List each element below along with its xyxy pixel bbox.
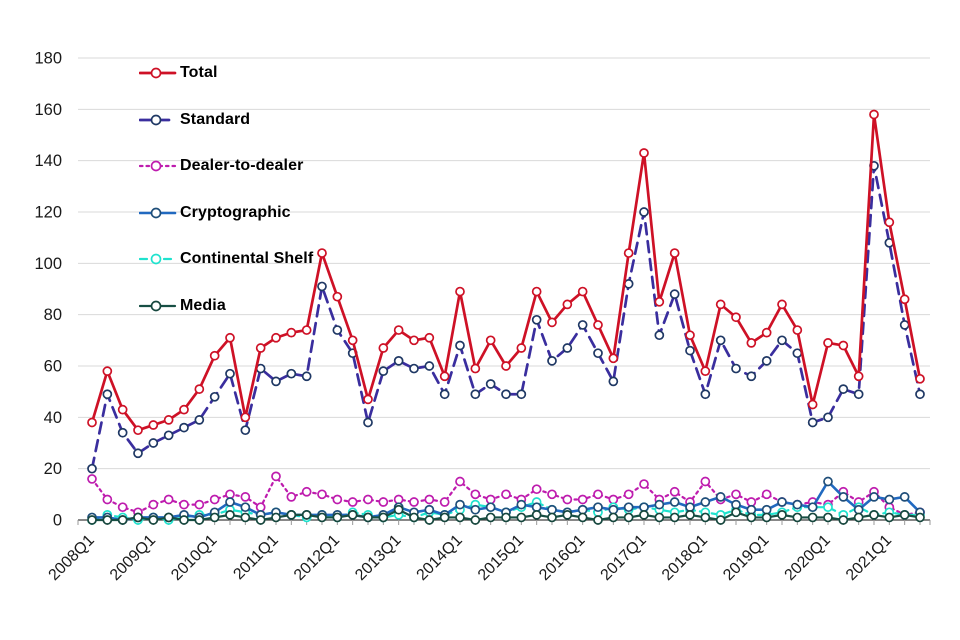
- svg-text:180: 180: [34, 50, 62, 68]
- svg-text:160: 160: [34, 101, 62, 119]
- svg-text:2014Q1: 2014Q1: [414, 532, 466, 584]
- svg-text:80: 80: [44, 306, 62, 324]
- standard-line-marker-icon: [138, 113, 179, 127]
- svg-text:20: 20: [44, 460, 62, 478]
- legend-item-total: Total: [138, 50, 313, 97]
- legend-item-dealer-to-dealer: Dealer-to-dealer: [138, 143, 313, 190]
- svg-text:100: 100: [34, 255, 62, 273]
- legend-label: Cryptographic: [180, 203, 291, 221]
- chart-legend: Total Standard Dealer-to-dealer Cryptogr…: [138, 50, 314, 330]
- svg-text:0: 0: [53, 512, 62, 530]
- svg-text:2018Q1: 2018Q1: [659, 532, 711, 584]
- svg-text:2008Q1: 2008Q1: [46, 532, 98, 584]
- svg-text:2010Q1: 2010Q1: [168, 532, 220, 584]
- legend-item-standard: Standard: [138, 97, 313, 144]
- svg-text:2017Q1: 2017Q1: [598, 532, 650, 584]
- svg-text:40: 40: [44, 409, 62, 427]
- svg-text:2009Q1: 2009Q1: [107, 532, 159, 584]
- legend-item-continental-shelf: Continental Shelf: [138, 236, 314, 283]
- legend-label: Total: [180, 64, 218, 82]
- svg-text:60: 60: [44, 358, 62, 376]
- svg-text:2016Q1: 2016Q1: [536, 532, 588, 584]
- svg-text:2011Q1: 2011Q1: [230, 532, 282, 584]
- svg-text:2012Q1: 2012Q1: [291, 532, 343, 584]
- total-line-marker-icon: [138, 66, 179, 80]
- legend-item-media: Media: [138, 283, 313, 330]
- svg-text:2019Q1: 2019Q1: [720, 532, 772, 584]
- legend-label: Continental Shelf: [180, 250, 314, 268]
- svg-text:120: 120: [34, 204, 62, 222]
- svg-text:2015Q1: 2015Q1: [475, 532, 527, 584]
- svg-text:2021Q1: 2021Q1: [843, 532, 895, 584]
- cryptographic-line-marker-icon: [138, 206, 179, 220]
- svg-text:2020Q1: 2020Q1: [782, 532, 834, 584]
- legend-label: Standard: [180, 110, 251, 128]
- continental-shelf-line-marker-icon: [138, 252, 179, 266]
- media-line-marker-icon: [138, 299, 179, 313]
- dealer-to-dealer-line-marker-icon: [138, 159, 179, 173]
- legend-label: Dealer-to-dealer: [180, 157, 304, 175]
- legend-label: Media: [180, 296, 226, 314]
- svg-text:2013Q1: 2013Q1: [352, 532, 404, 584]
- svg-text:140: 140: [34, 152, 62, 170]
- legend-item-cryptographic: Cryptographic: [138, 190, 313, 237]
